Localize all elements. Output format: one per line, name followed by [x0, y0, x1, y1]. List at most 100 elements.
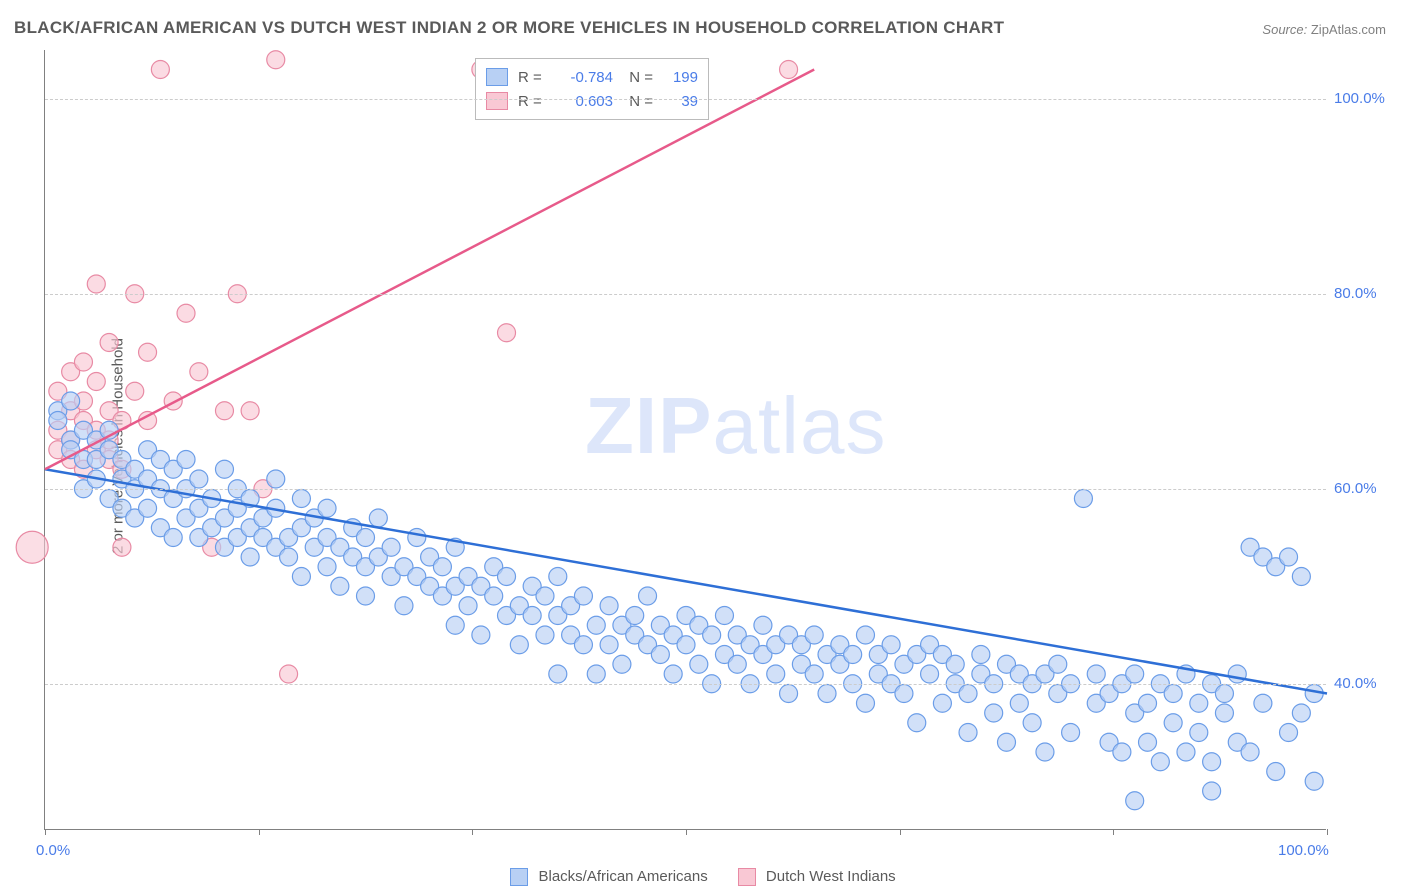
scatter-point	[241, 402, 259, 420]
scatter-point	[113, 538, 131, 556]
x-tick-label: 0.0%	[36, 842, 70, 859]
scatter-point	[1087, 665, 1105, 683]
scatter-point	[664, 665, 682, 683]
scatter-point	[1126, 792, 1144, 810]
scatter-point	[908, 714, 926, 732]
n-value: 39	[663, 93, 698, 110]
scatter-point	[651, 646, 669, 664]
scatter-point	[1177, 743, 1195, 761]
scatter-point	[959, 685, 977, 703]
scatter-point	[946, 655, 964, 673]
chart-title: BLACK/AFRICAN AMERICAN VS DUTCH WEST IND…	[14, 18, 1004, 38]
scatter-point	[357, 529, 375, 547]
chart-svg	[45, 50, 1326, 829]
x-tick	[472, 829, 473, 835]
x-tick	[686, 829, 687, 835]
correlation-legend-box: R = -0.784 N = 199 R = 0.603 N = 39	[475, 58, 709, 120]
scatter-point	[446, 616, 464, 634]
scatter-point	[177, 451, 195, 469]
scatter-point	[690, 655, 708, 673]
scatter-point	[190, 470, 208, 488]
scatter-point	[818, 685, 836, 703]
scatter-point	[600, 636, 618, 654]
scatter-point	[292, 568, 310, 586]
scatter-point	[728, 655, 746, 673]
y-tick-label: 100.0%	[1334, 90, 1385, 107]
scatter-point	[921, 665, 939, 683]
y-tick-label: 40.0%	[1334, 675, 1377, 692]
scatter-point	[1267, 763, 1285, 781]
scatter-point	[126, 382, 144, 400]
scatter-point	[805, 665, 823, 683]
scatter-point	[1164, 714, 1182, 732]
x-tick-label: 100.0%	[1278, 842, 1329, 859]
scatter-point	[280, 548, 298, 566]
scatter-point	[1292, 704, 1310, 722]
scatter-point	[1062, 724, 1080, 742]
scatter-point	[498, 324, 516, 342]
scatter-point	[959, 724, 977, 742]
scatter-point	[472, 626, 490, 644]
scatter-point	[549, 665, 567, 683]
scatter-point	[357, 587, 375, 605]
legend-row-1: R = -0.784 N = 199	[486, 65, 698, 89]
scatter-point	[1023, 714, 1041, 732]
n-label: N =	[623, 93, 653, 110]
scatter-point	[151, 61, 169, 79]
scatter-point-outlier	[16, 531, 48, 563]
scatter-point	[459, 597, 477, 615]
scatter-point	[1113, 743, 1131, 761]
scatter-point	[639, 587, 657, 605]
scatter-point	[998, 733, 1016, 751]
scatter-point	[933, 694, 951, 712]
scatter-point	[292, 490, 310, 508]
scatter-point	[626, 607, 644, 625]
scatter-point	[241, 548, 259, 566]
scatter-point	[1139, 694, 1157, 712]
n-value: 199	[663, 69, 698, 86]
scatter-point	[433, 558, 451, 576]
scatter-point	[1241, 743, 1259, 761]
scatter-point	[74, 353, 92, 371]
scatter-point	[780, 61, 798, 79]
scatter-point	[1305, 772, 1323, 790]
scatter-point	[408, 529, 426, 547]
x-tick	[900, 829, 901, 835]
gridline-h	[45, 294, 1326, 295]
scatter-point	[62, 392, 80, 410]
bottom-swatch-pink	[738, 868, 756, 886]
scatter-point	[1215, 704, 1233, 722]
source-value: ZipAtlas.com	[1311, 22, 1386, 37]
source-attribution: Source: ZipAtlas.com	[1262, 22, 1386, 37]
trend-line	[45, 70, 814, 470]
scatter-point	[215, 402, 233, 420]
scatter-point	[780, 685, 798, 703]
scatter-point	[536, 626, 554, 644]
y-tick-label: 80.0%	[1334, 285, 1377, 302]
scatter-point	[267, 470, 285, 488]
scatter-point	[100, 334, 118, 352]
bottom-legend-label-2: Dutch West Indians	[766, 868, 896, 885]
legend-row-2: R = 0.603 N = 39	[486, 89, 698, 113]
scatter-point	[1280, 548, 1298, 566]
scatter-point	[190, 363, 208, 381]
scatter-point	[87, 373, 105, 391]
scatter-point	[1190, 694, 1208, 712]
scatter-point	[49, 412, 67, 430]
scatter-point	[805, 626, 823, 644]
scatter-point	[767, 665, 785, 683]
gridline-h	[45, 99, 1326, 100]
scatter-point	[985, 704, 1003, 722]
scatter-point	[677, 636, 695, 654]
legend-swatch-blue	[486, 68, 508, 86]
scatter-point	[1254, 694, 1272, 712]
scatter-point	[1074, 490, 1092, 508]
x-tick	[1113, 829, 1114, 835]
n-label: N =	[623, 69, 653, 86]
scatter-point	[1151, 753, 1169, 771]
scatter-point	[1164, 685, 1182, 703]
scatter-point	[395, 597, 413, 615]
scatter-point	[510, 636, 528, 654]
scatter-point	[1292, 568, 1310, 586]
x-tick	[259, 829, 260, 835]
